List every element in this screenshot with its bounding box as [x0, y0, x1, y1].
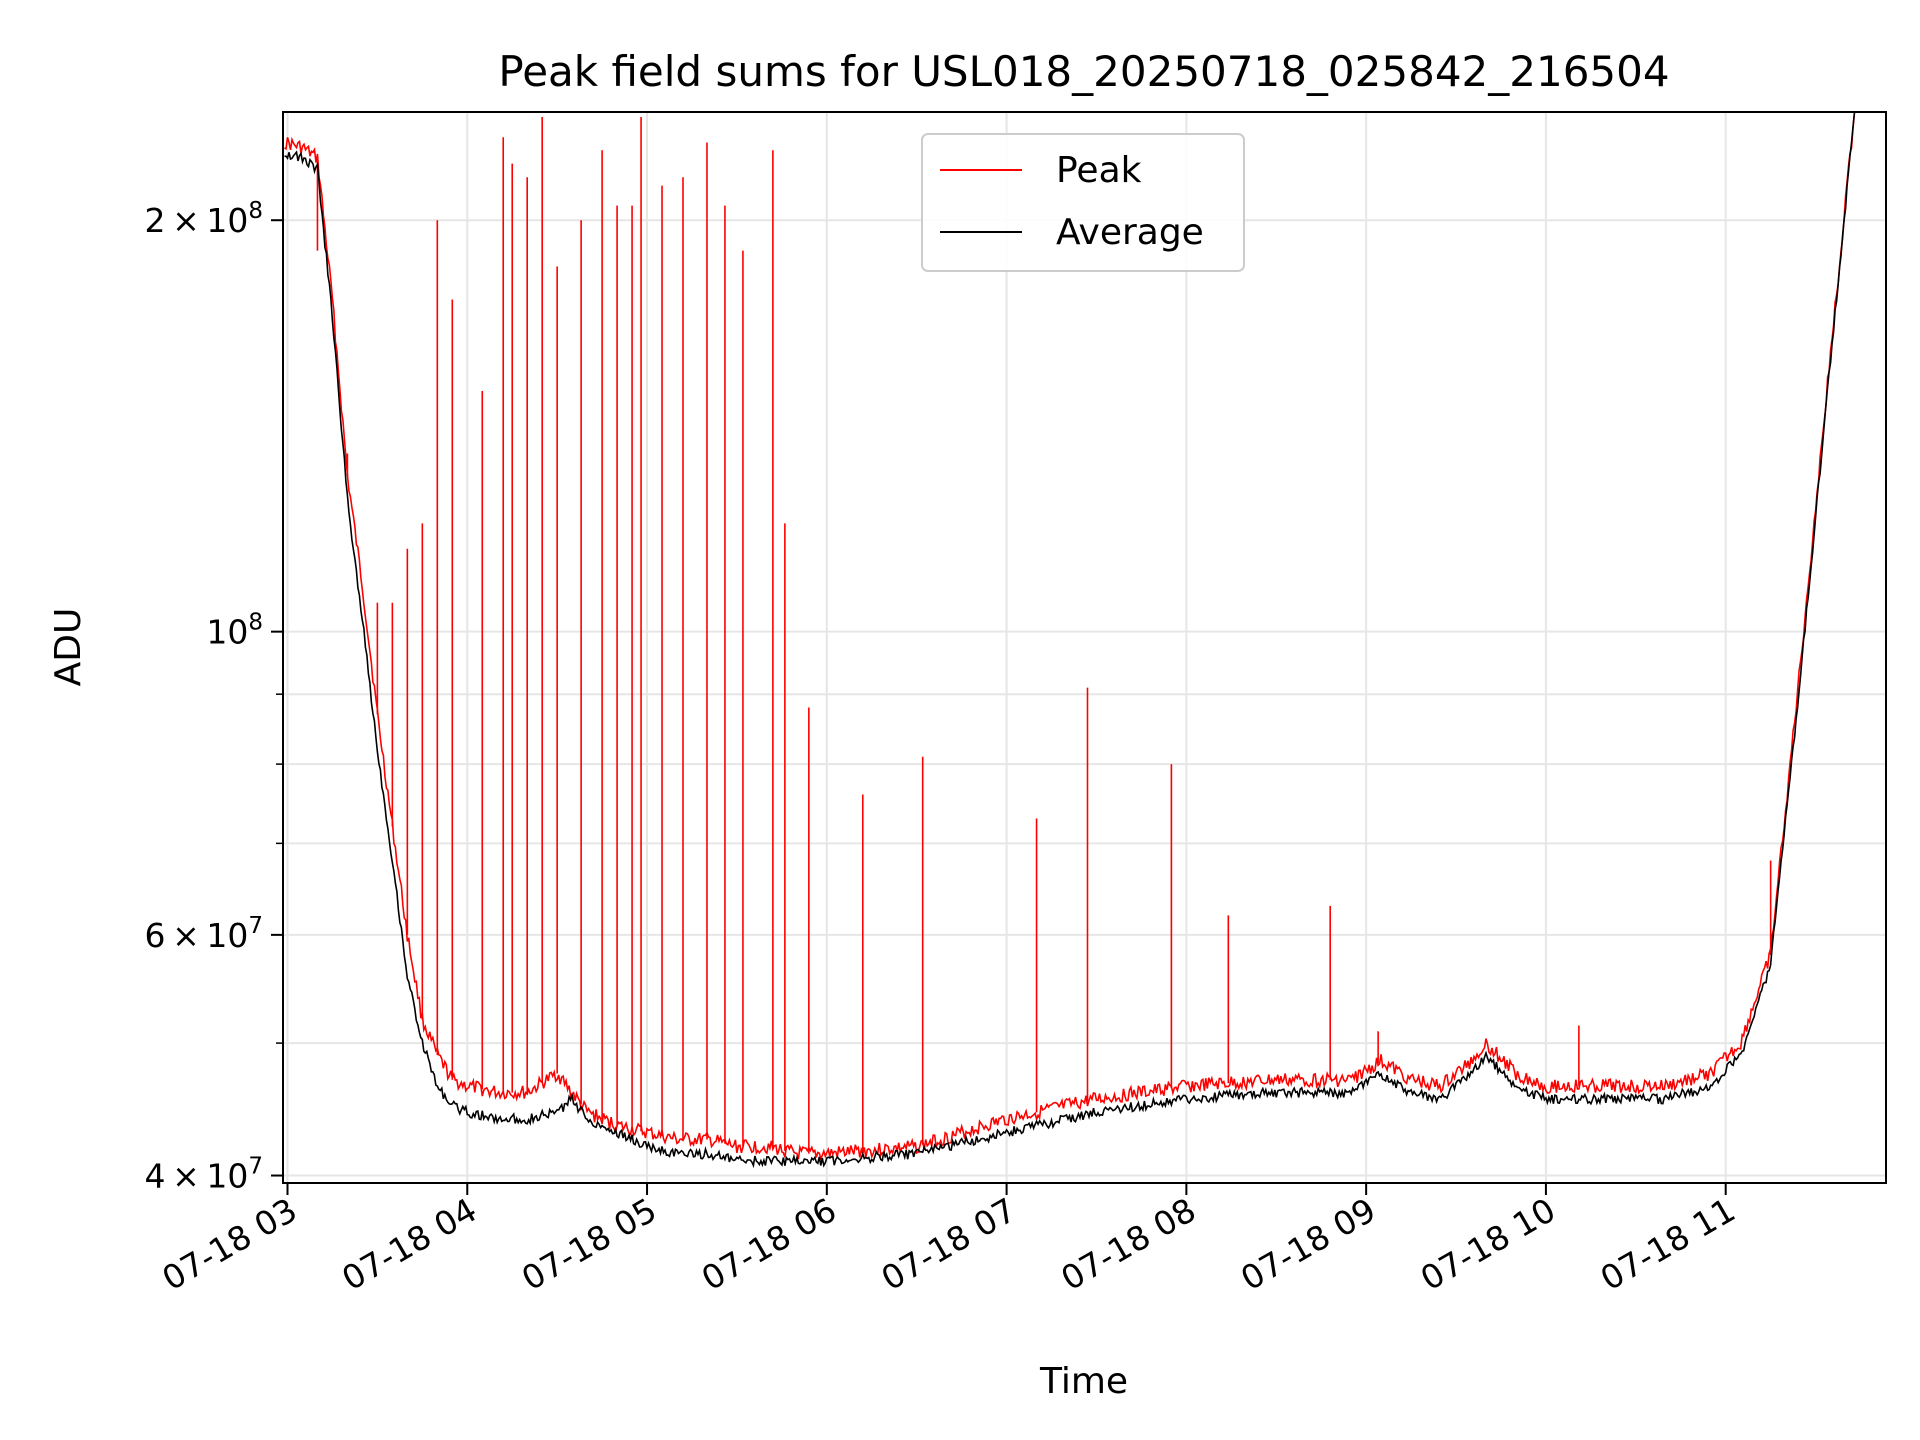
- x-axis: 07-18 03 07-18 04 07-18 05 07-18 06 07-18 07…: [155, 1183, 1742, 1298]
- x-axis-label: Time: [1039, 1361, 1128, 1402]
- y-tick-label: 6 × 107: [145, 913, 263, 955]
- x-tick-label: 07-18 09: [1234, 1190, 1382, 1298]
- x-tick-label: 07-18 05: [515, 1190, 663, 1298]
- grid-lines: [283, 112, 1886, 1183]
- legend-average-label: Average: [1056, 212, 1204, 253]
- y-axis-label: ADU: [48, 608, 89, 687]
- x-tick-label: 07-18 06: [695, 1190, 843, 1298]
- legend-box: [921, 133, 1245, 272]
- chart-title: Peak field sums for USL018_20250718_0258…: [498, 47, 1669, 96]
- x-tick-label: 07-18 10: [1414, 1190, 1562, 1298]
- average-line: [284, 112, 1856, 1169]
- x-tick-label: 07-18 03: [155, 1190, 303, 1298]
- legend: Peak Average: [921, 133, 1245, 272]
- x-tick-label: 07-18 04: [335, 1190, 483, 1298]
- x-tick-label: 07-18 08: [1054, 1190, 1202, 1298]
- series-average-line: [284, 112, 1856, 1169]
- y-tick-label: 2 × 108: [145, 198, 263, 240]
- plot-area: [284, 112, 1856, 1169]
- x-tick-label: 07-18 07: [875, 1190, 1023, 1298]
- y-tick-label: 4 × 107: [145, 1154, 263, 1196]
- legend-peak-label: Peak: [1056, 150, 1142, 191]
- x-tick-label: 07-18 11: [1594, 1190, 1742, 1298]
- y-tick-label: 108: [206, 610, 263, 652]
- y-axis: 4 × 107 6 × 107 108 2 × 108: [145, 198, 283, 1196]
- series-peak-line: [284, 112, 1856, 1161]
- plot-frame: [282, 111, 1887, 1184]
- peak-line: [284, 112, 1856, 1161]
